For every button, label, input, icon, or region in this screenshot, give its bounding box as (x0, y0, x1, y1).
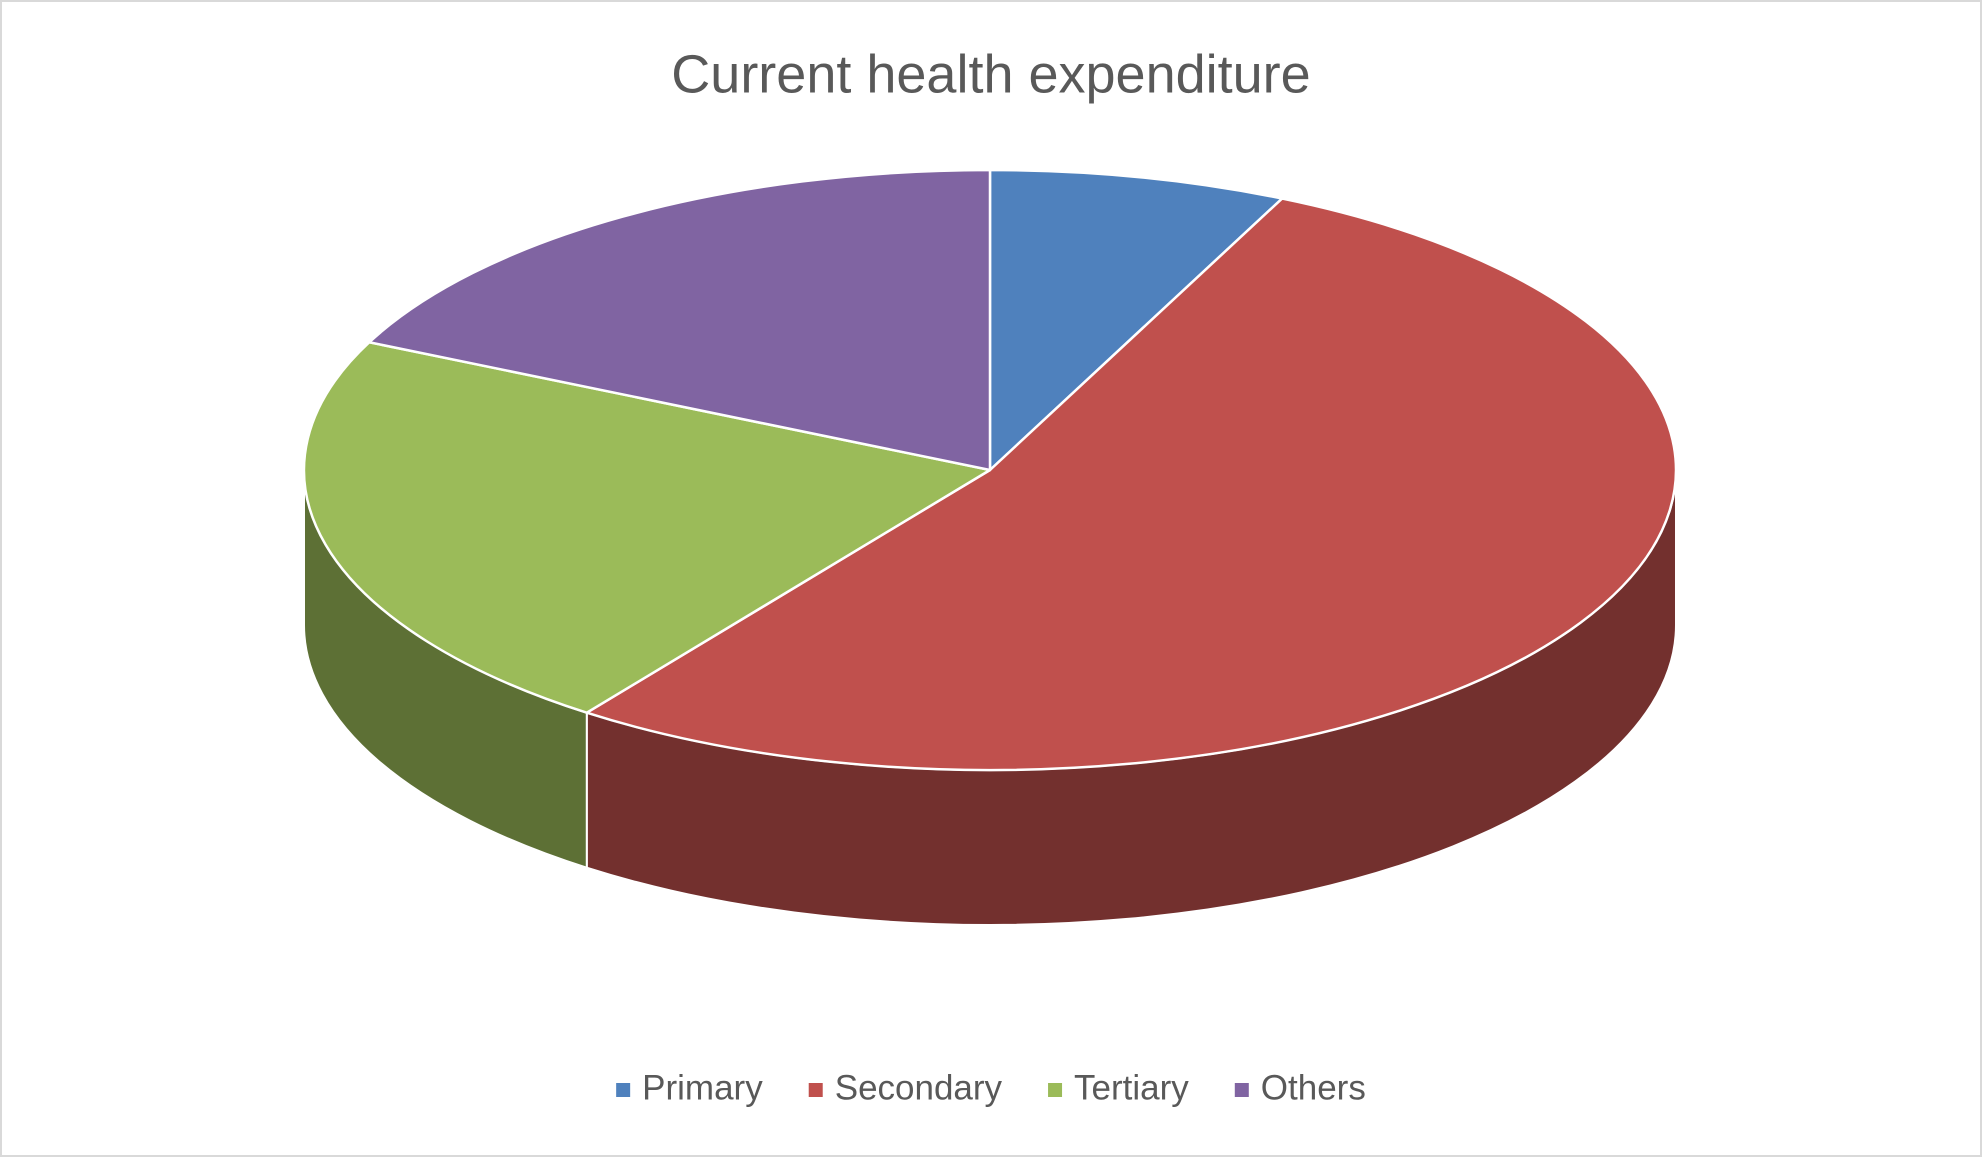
legend-swatch (808, 1083, 823, 1097)
legend-label: Primary (642, 1068, 763, 1107)
legend-label: Secondary (835, 1068, 1003, 1107)
legend: Primary Secondary Tertiary Others (616, 1068, 1366, 1107)
slice (585, 197, 1678, 772)
slice (368, 168, 992, 472)
legend-swatch (616, 1083, 631, 1097)
legend-swatch (1234, 1083, 1249, 1097)
legend-label: Tertiary (1074, 1068, 1189, 1107)
slice (988, 168, 1284, 472)
legend-swatch (1048, 1083, 1063, 1097)
chart-title: Current health expenditure (671, 44, 1310, 104)
legend-label: Others (1261, 1068, 1366, 1107)
